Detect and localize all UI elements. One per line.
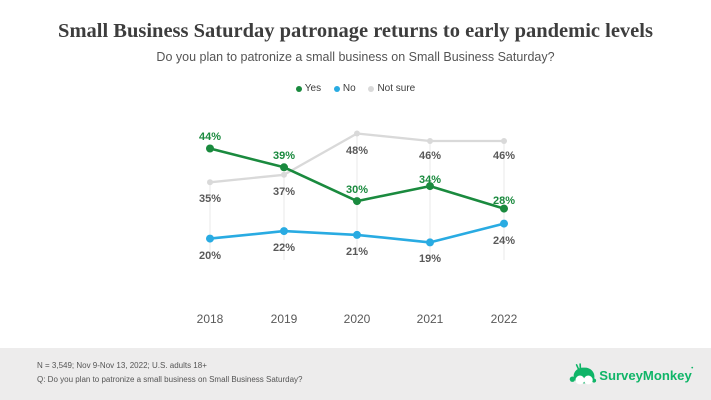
- svg-text:22%: 22%: [273, 242, 295, 254]
- svg-text:46%: 46%: [493, 150, 515, 162]
- svg-text:20%: 20%: [199, 250, 221, 262]
- svg-text:28%: 28%: [493, 195, 515, 207]
- svg-text:48%: 48%: [346, 145, 368, 157]
- svg-text:2019: 2019: [271, 312, 298, 326]
- svg-text:21%: 21%: [346, 246, 368, 258]
- svg-text:SurveyMonkey: SurveyMonkey: [599, 368, 692, 383]
- svg-text:2021: 2021: [417, 312, 444, 326]
- svg-text:2022: 2022: [491, 312, 518, 326]
- svg-text:2018: 2018: [197, 312, 224, 326]
- svg-text:46%: 46%: [419, 150, 441, 162]
- svg-text:30%: 30%: [346, 184, 368, 196]
- svg-text:2020: 2020: [344, 312, 371, 326]
- svg-text:34%: 34%: [419, 174, 441, 186]
- svg-text:44%: 44%: [199, 131, 221, 143]
- svg-text:19%: 19%: [419, 253, 441, 265]
- svg-text:35%: 35%: [199, 193, 221, 205]
- svg-text:24%: 24%: [493, 235, 515, 247]
- svg-text:39%: 39%: [273, 150, 295, 162]
- svg-text:37%: 37%: [273, 186, 295, 198]
